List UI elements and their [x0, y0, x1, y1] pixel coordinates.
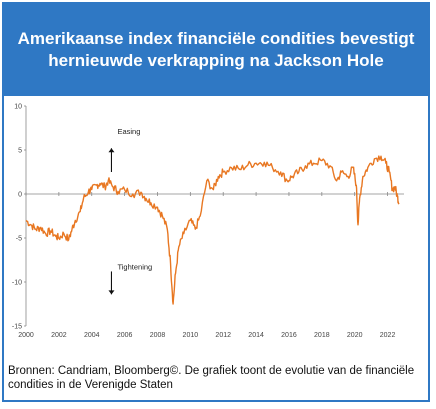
easing-arrow-head	[108, 148, 115, 153]
x-tick-label: 2016	[281, 332, 297, 339]
chart-title: Amerikaanse index financiële condities b…	[17, 29, 415, 70]
chart-series	[25, 155, 400, 305]
tightening-arrow-head	[108, 290, 115, 295]
x-tick-label: 2012	[215, 332, 231, 339]
easing-label: Easing	[117, 127, 140, 136]
x-tick-label: 2020	[347, 332, 363, 339]
y-tick-label: -15	[12, 324, 22, 331]
y-tick-label: 10	[14, 104, 22, 111]
x-tick-label: 2014	[248, 332, 264, 339]
x-tick-label: 2004	[84, 332, 100, 339]
x-tick-label: 2010	[183, 332, 199, 339]
x-tick-label: 2000	[18, 332, 34, 339]
y-tick-label: -5	[16, 236, 22, 243]
series-line	[25, 155, 400, 305]
tightening-label: Tightening	[117, 263, 152, 272]
x-tick-label: 2002	[51, 332, 67, 339]
y-tick-label: -10	[12, 280, 22, 287]
source-caption: Bronnen: Candriam, Bloomberg©. De grafie…	[8, 365, 415, 391]
y-tick-label: 5	[18, 148, 22, 155]
x-tick-label: 2022	[380, 332, 396, 339]
x-tick-label: 2018	[314, 332, 330, 339]
x-tick-label: 2006	[117, 332, 133, 339]
chart-annotations: Easing Tightening	[108, 127, 152, 295]
chart-axes	[25, 106, 404, 326]
y-tick-label: 0	[18, 192, 22, 199]
chart-frame: Amerikaanse index financiële condities b…	[2, 2, 430, 402]
x-tick-label: 2008	[150, 332, 166, 339]
title-banner: Amerikaanse index financiële condities b…	[4, 4, 428, 96]
